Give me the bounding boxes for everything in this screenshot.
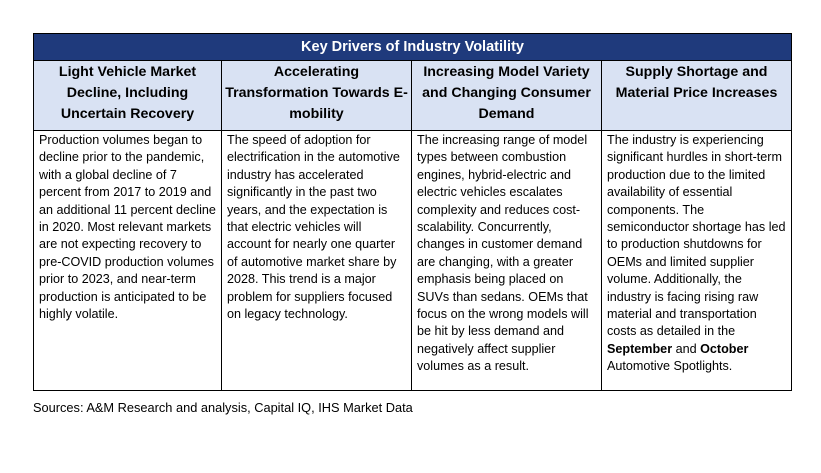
table-title: Key Drivers of Industry Volatility bbox=[34, 34, 791, 61]
source-note: Sources: A&M Research and analysis, Capi… bbox=[33, 400, 413, 415]
header-row: Light Vehicle Market Decline, Including … bbox=[34, 61, 791, 131]
header-model-variety: Increasing Model Variety and Changing Co… bbox=[412, 61, 602, 131]
text-e-mobility: The speed of adoption for electrificatio… bbox=[222, 131, 412, 390]
supply-text-after: Automotive Spotlights. bbox=[607, 359, 733, 374]
september-link-text: September bbox=[607, 341, 673, 356]
text-supply-shortage: The industry is experiencing significant… bbox=[602, 131, 791, 390]
header-supply-shortage: Supply Shortage and Material Price Incre… bbox=[602, 61, 791, 131]
october-link-text: October bbox=[700, 341, 749, 356]
drivers-table: Key Drivers of Industry Volatility Light… bbox=[33, 33, 792, 391]
text-model-variety: The increasing range of model types betw… bbox=[412, 131, 602, 390]
supply-text-mid: and bbox=[672, 341, 701, 356]
header-e-mobility: Accelerating Transformation Towards E-mo… bbox=[222, 61, 412, 131]
supply-text-before: The industry is experiencing significant… bbox=[607, 133, 786, 339]
text-light-vehicle: Production volumes began to decline prio… bbox=[34, 131, 222, 390]
body-row: Production volumes began to decline prio… bbox=[34, 131, 791, 390]
header-light-vehicle: Light Vehicle Market Decline, Including … bbox=[34, 61, 222, 131]
